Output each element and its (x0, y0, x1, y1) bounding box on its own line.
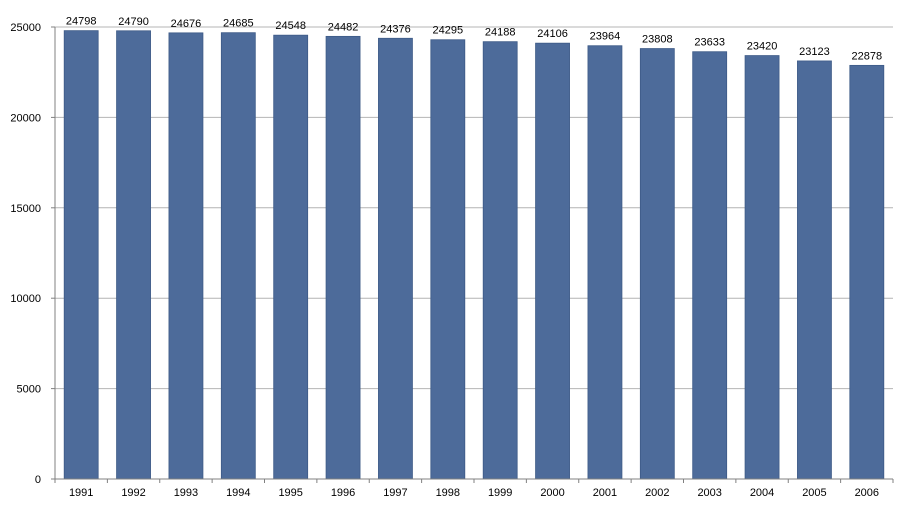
bar (273, 34, 309, 480)
data-label: 24790 (118, 16, 149, 28)
bar (797, 60, 832, 480)
data-label: 24548 (275, 20, 306, 32)
x-tick-label: 1996 (331, 487, 355, 499)
y-tick-label: 15000 (10, 203, 41, 215)
x-tick-label: 1992 (121, 487, 145, 499)
bars (63, 30, 885, 480)
bar (378, 37, 413, 480)
y-tick-label: 20000 (10, 112, 41, 124)
x-tick-label: 2000 (540, 487, 564, 499)
bar (639, 48, 675, 480)
x-tick-label: 1995 (278, 487, 302, 499)
bar (116, 30, 151, 480)
bar (849, 64, 885, 480)
y-tick-label: 25000 (10, 22, 41, 34)
bar (325, 35, 361, 480)
x-tick-label: 1991 (69, 487, 93, 499)
data-label: 24295 (433, 25, 464, 37)
bar (482, 41, 518, 480)
x-tick-label: 2004 (750, 487, 774, 499)
data-label: 24798 (66, 16, 97, 28)
data-label: 24376 (380, 23, 411, 35)
x-tick-label: 1994 (226, 487, 250, 499)
y-tick-label: 0 (35, 474, 41, 486)
y-tick-label: 5000 (17, 384, 41, 396)
bar (168, 32, 204, 480)
x-tick-label: 1999 (488, 487, 512, 499)
y-tick-label: 10000 (10, 293, 41, 305)
bar (535, 42, 570, 480)
data-label: 23420 (747, 41, 778, 53)
data-label: 24106 (537, 28, 568, 40)
x-tick-label: 2001 (593, 487, 617, 499)
x-tick-label: 2006 (855, 487, 879, 499)
bar (744, 55, 780, 480)
data-label: 23964 (590, 31, 621, 43)
bar (220, 32, 256, 480)
data-label: 24685 (223, 18, 254, 30)
x-tick-label: 2005 (802, 487, 826, 499)
bar (587, 45, 623, 480)
data-label: 23123 (799, 46, 830, 58)
bar (63, 30, 99, 480)
x-tick-label: 1997 (383, 487, 407, 499)
axes (51, 26, 894, 483)
data-label: 22878 (852, 50, 883, 62)
data-label: 24482 (328, 21, 359, 33)
data-label: 23633 (694, 37, 725, 49)
data-label: 23808 (642, 34, 673, 46)
data-label: 24676 (171, 18, 202, 30)
x-tick-label: 1993 (174, 487, 198, 499)
x-tick-label: 2003 (697, 487, 721, 499)
bar (430, 39, 466, 480)
bar (692, 51, 728, 480)
data-label: 24188 (485, 27, 516, 39)
labels: 0 5000 10000 15000 20000 25000 24798 1991 24790 1… (10, 16, 882, 499)
x-tick-label: 2002 (645, 487, 669, 499)
x-tick-label: 1998 (436, 487, 460, 499)
